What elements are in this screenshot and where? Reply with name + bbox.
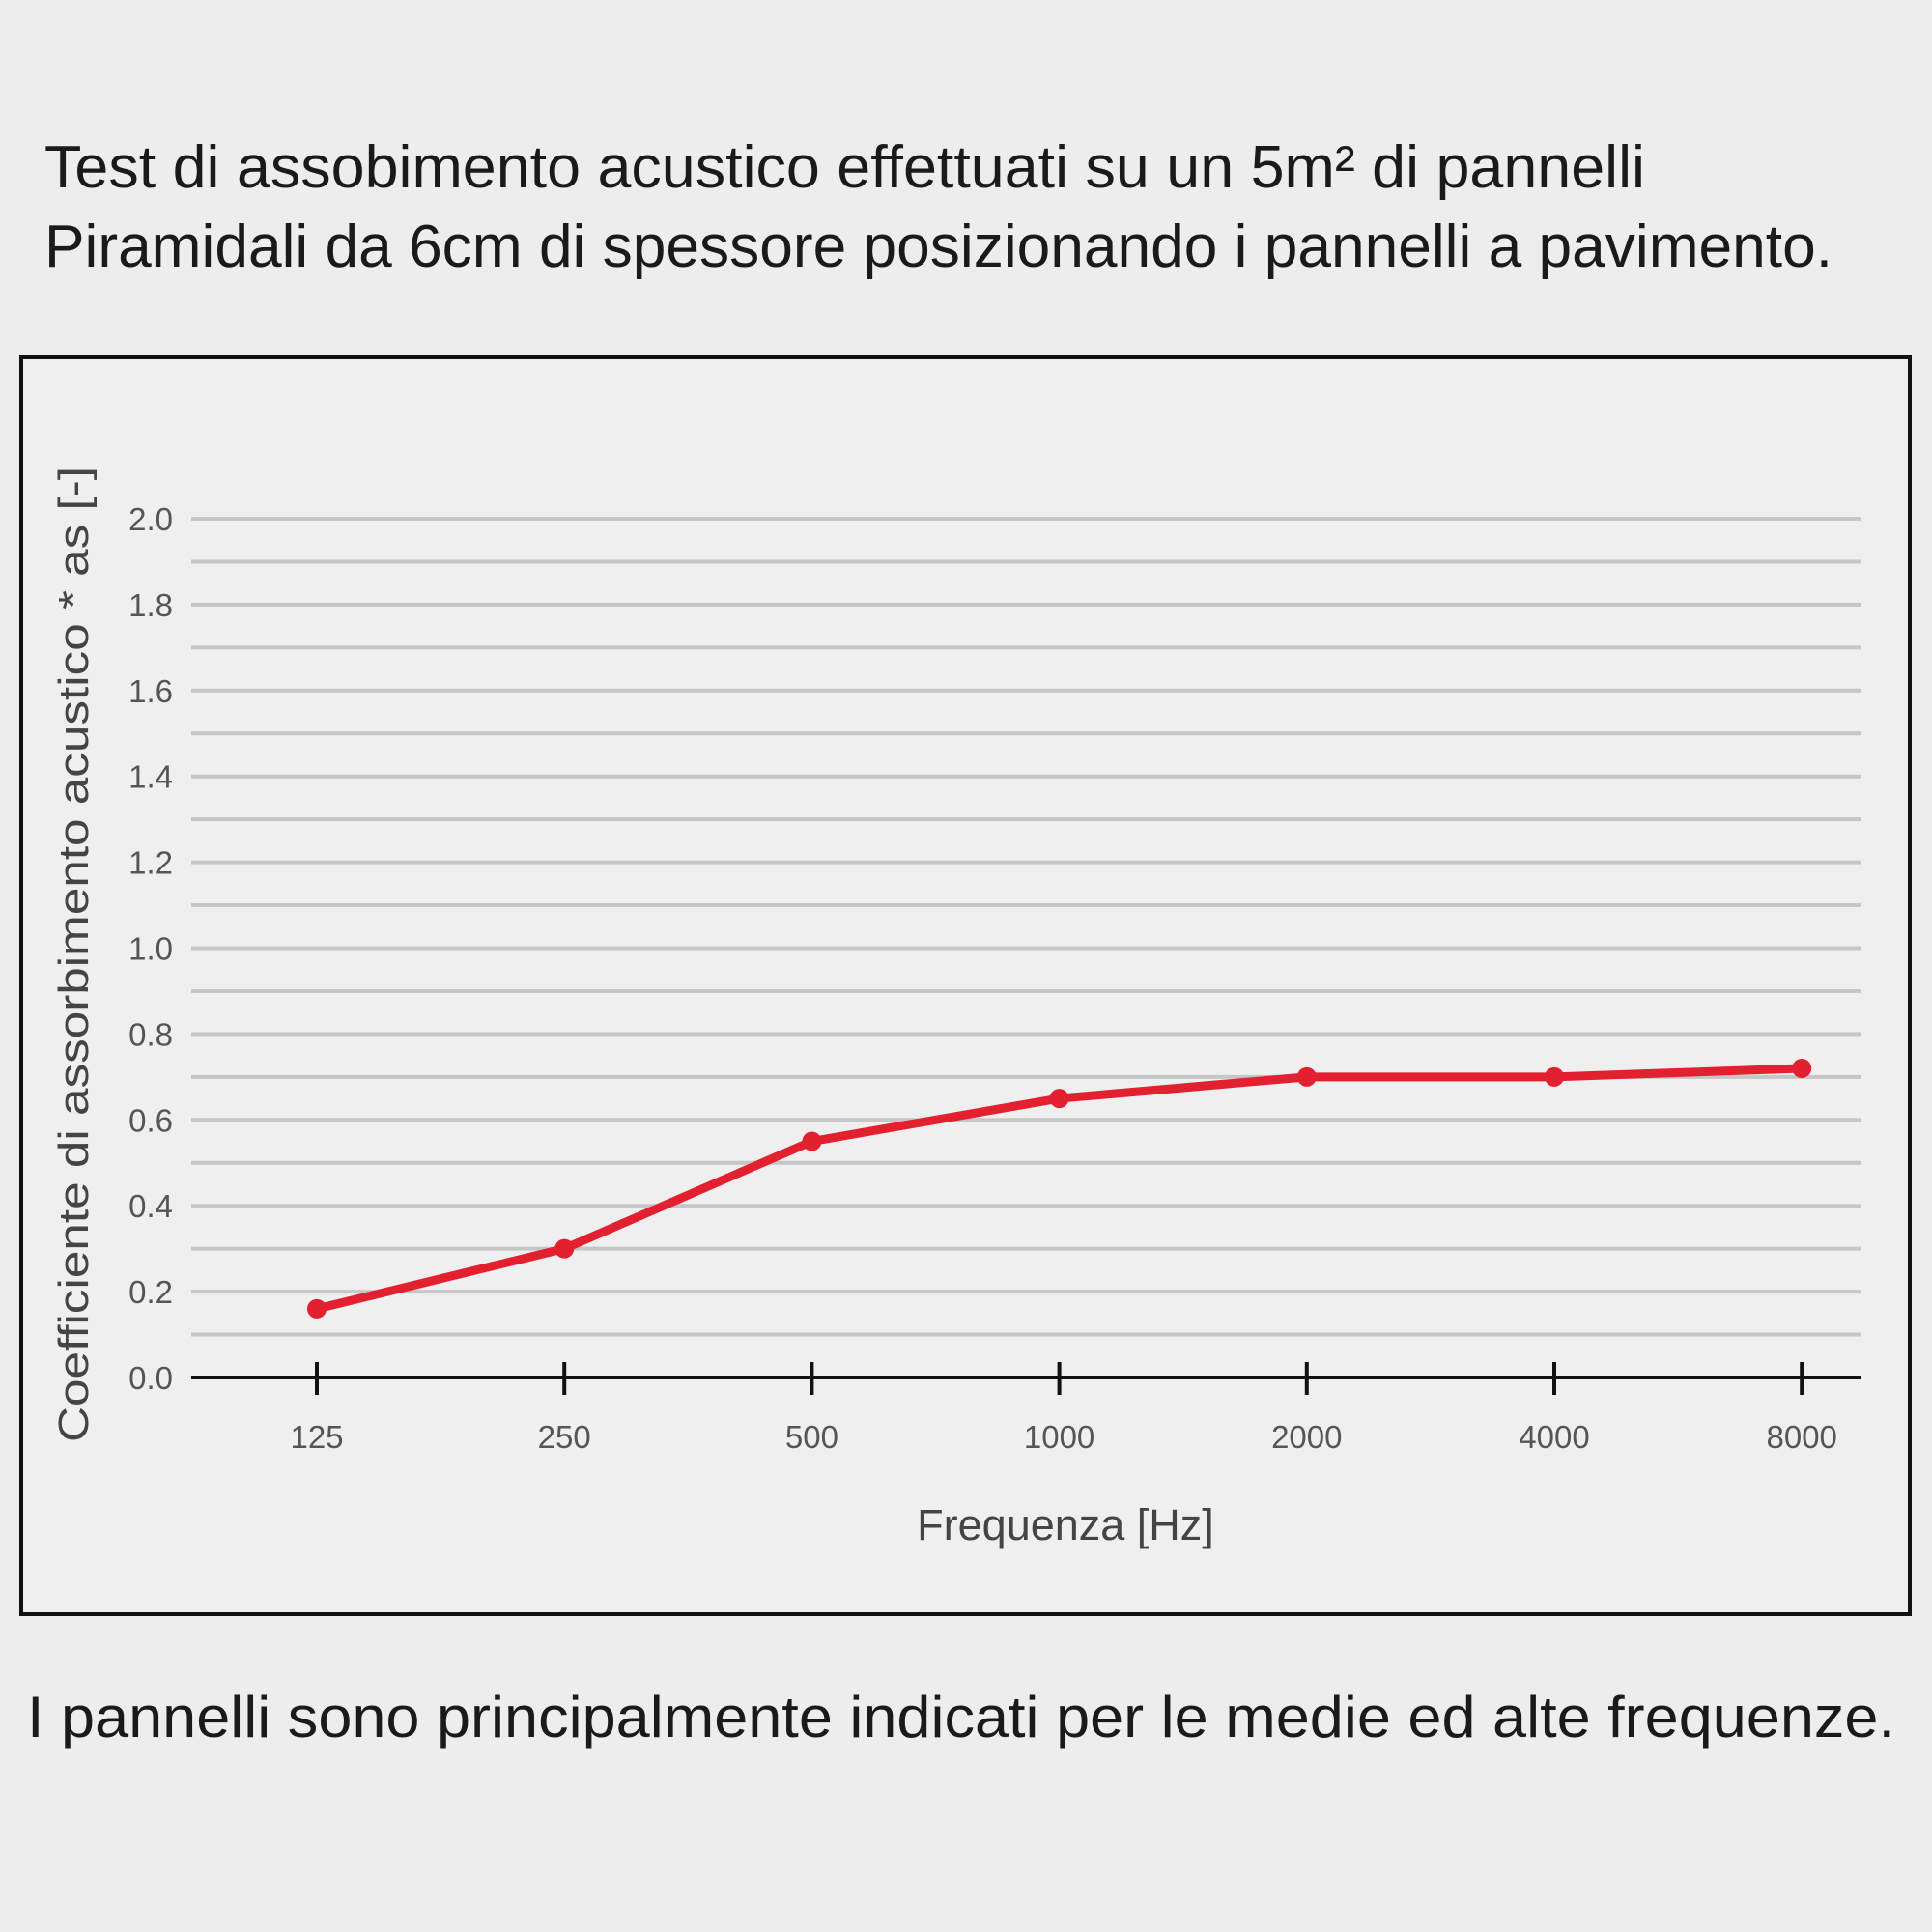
y-tick-label: 1.4 xyxy=(128,759,173,795)
data-point xyxy=(1049,1089,1069,1109)
x-axis-label: Frequenza [Hz] xyxy=(917,1500,1214,1549)
data-point xyxy=(802,1131,822,1151)
y-tick-label: 0.6 xyxy=(128,1102,173,1138)
data-point xyxy=(1296,1066,1317,1087)
x-tick-label: 1000 xyxy=(1024,1419,1094,1455)
caption: I pannelli sono principalmente indicati … xyxy=(27,1685,1895,1749)
data-point xyxy=(307,1298,327,1319)
x-tick-label: 500 xyxy=(785,1419,838,1455)
x-tick-label: 4000 xyxy=(1519,1419,1589,1455)
data-point xyxy=(554,1238,575,1259)
x-tick-label: 125 xyxy=(290,1419,343,1455)
data-point xyxy=(1545,1066,1564,1087)
x-tick-label: 250 xyxy=(538,1419,591,1455)
y-tick-label: 0.4 xyxy=(128,1188,173,1224)
chart-frame xyxy=(19,355,1912,1616)
y-tick-label: 1.2 xyxy=(128,845,173,881)
y-tick-label: 2.0 xyxy=(128,501,173,537)
y-axis-label: Coefficiente di assorbimento acustico * … xyxy=(50,467,98,1442)
y-tick-label: 1.6 xyxy=(128,673,173,709)
y-tick-label: 1.8 xyxy=(128,587,173,623)
y-tick-label: 0.8 xyxy=(128,1016,173,1052)
y-tick-label: 1.0 xyxy=(128,931,173,967)
x-tick-label: 8000 xyxy=(1766,1419,1836,1455)
title-line: Piramidali da 6cm di spessore posizionan… xyxy=(44,213,1833,280)
plot: 0.0 0.2 0.4 0.6 0.8 1.0 1.2 1.4 1.6 1.8 2.0 125 250 5… xyxy=(128,501,1861,1455)
y-tick-label: 0.0 xyxy=(128,1360,173,1396)
title-line: Test di assobimento acustico effettuati … xyxy=(44,134,1645,201)
y-tick-label: 0.2 xyxy=(128,1274,173,1310)
data-point xyxy=(1792,1058,1812,1078)
x-tick-label: 2000 xyxy=(1271,1419,1342,1455)
